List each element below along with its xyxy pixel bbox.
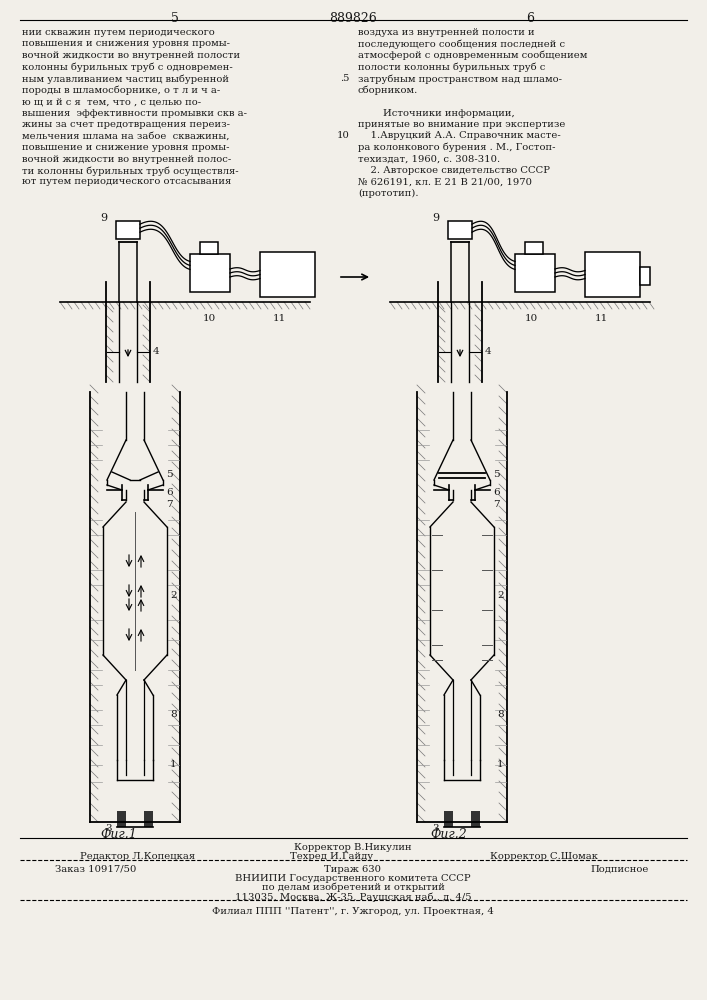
Text: ра колонкового бурения . М., Гостоп-: ра колонкового бурения . М., Гостоп- — [358, 143, 556, 152]
Text: 6: 6 — [493, 488, 500, 497]
Bar — [190, 254, 230, 292]
Text: 8: 8 — [170, 710, 177, 719]
Bar — [515, 254, 555, 292]
Text: ют путем периодического отсасывания: ют путем периодического отсасывания — [22, 178, 231, 186]
Text: 2. Авторское свидетельство СССР: 2. Авторское свидетельство СССР — [358, 166, 550, 175]
Text: Корректор В.Никулин: Корректор В.Никулин — [294, 843, 411, 852]
Bar — [448, 221, 472, 239]
Text: колонны бурильных труб с одновремен-: колонны бурильных труб с одновремен- — [22, 62, 233, 72]
Text: полости колонны бурильных труб с: полости колонны бурильных труб с — [358, 62, 545, 72]
Text: (прототип).: (прототип). — [358, 189, 419, 198]
Text: вочной жидкости во внутренней полости: вочной жидкости во внутренней полости — [22, 51, 240, 60]
Text: ным улавливанием частиц выбуренной: ным улавливанием частиц выбуренной — [22, 74, 229, 84]
Text: Редактор Л.Копецкая: Редактор Л.Копецкая — [80, 852, 195, 861]
Text: 11: 11 — [273, 314, 286, 323]
Bar — [525, 242, 543, 254]
Text: Филиал ППП ''Патент'', г. Ужгород, ул. Проектная, 4: Филиал ППП ''Патент'', г. Ужгород, ул. П… — [212, 907, 494, 916]
Text: 7: 7 — [166, 500, 173, 509]
Text: 9: 9 — [100, 213, 107, 223]
Text: 4: 4 — [153, 347, 160, 356]
Text: 2: 2 — [170, 591, 177, 600]
Text: 10: 10 — [203, 314, 216, 323]
Text: принятые во внимание при экспертизе: принятые во внимание при экспертизе — [358, 120, 566, 129]
Text: ти колонны бурильных труб осуществля-: ти колонны бурильных труб осуществля- — [22, 166, 239, 176]
Bar — [585, 252, 640, 297]
Text: ВНИИПИ Государственного комитета СССР: ВНИИПИ Государственного комитета СССР — [235, 874, 471, 883]
Bar — [144, 811, 153, 827]
Text: Фиг.1: Фиг.1 — [100, 828, 136, 841]
Text: 5: 5 — [171, 12, 179, 25]
Text: мельчения шлама на забое  скважины,: мельчения шлама на забое скважины, — [22, 131, 230, 140]
Text: 113035, Москва, Ж-35, Раушская наб., д. 4/5: 113035, Москва, Ж-35, Раушская наб., д. … — [235, 892, 472, 902]
Text: 3: 3 — [432, 824, 438, 833]
Text: вочной жидкости во внутренней полос-: вочной жидкости во внутренней полос- — [22, 154, 231, 163]
Text: Тираж 630: Тираж 630 — [325, 865, 382, 874]
Text: 10: 10 — [337, 131, 350, 140]
Text: атмосферой с одновременным сообщением: атмосферой с одновременным сообщением — [358, 51, 588, 60]
Text: Источники информации,: Источники информации, — [358, 108, 515, 117]
Text: 11: 11 — [595, 314, 608, 323]
Text: 9: 9 — [432, 213, 439, 223]
Text: нии скважин путем периодического: нии скважин путем периодического — [22, 28, 215, 37]
Text: техиздат, 1960, с. 308-310.: техиздат, 1960, с. 308-310. — [358, 154, 500, 163]
Text: сборником.: сборником. — [358, 86, 419, 95]
Text: 3: 3 — [105, 824, 112, 833]
Text: 1.Авруцкий А.А. Справочник масте-: 1.Авруцкий А.А. Справочник масте- — [358, 131, 561, 140]
Text: № 626191, кл. Е 21 В 21/00, 1970: № 626191, кл. Е 21 В 21/00, 1970 — [358, 178, 532, 186]
Bar — [444, 811, 453, 827]
Text: Фиг.2: Фиг.2 — [430, 828, 467, 841]
Bar — [116, 221, 140, 239]
Text: ю щ и й с я  тем, что , с целью по-: ю щ и й с я тем, что , с целью по- — [22, 97, 201, 106]
Text: 8: 8 — [497, 710, 503, 719]
Text: последующего сообщения последней с: последующего сообщения последней с — [358, 39, 565, 49]
Text: по делам изобретений и открытий: по делам изобретений и открытий — [262, 883, 445, 892]
Text: повышения и снижения уровня промы-: повышения и снижения уровня промы- — [22, 39, 230, 48]
Text: .5: .5 — [341, 74, 350, 83]
Text: Техред И.Гайду: Техред И.Гайду — [290, 852, 373, 861]
Text: вышения  эффективности промывки скв а-: вышения эффективности промывки скв а- — [22, 108, 247, 117]
Text: 1: 1 — [497, 760, 503, 769]
Text: жины за счет предотвращения переиз-: жины за счет предотвращения переиз- — [22, 120, 230, 129]
Text: 889826: 889826 — [329, 12, 377, 25]
Text: Заказ 10917/50: Заказ 10917/50 — [55, 865, 136, 874]
Text: затрубным пространством над шламо-: затрубным пространством над шламо- — [358, 74, 562, 84]
Text: повышение и снижение уровня промы-: повышение и снижение уровня промы- — [22, 143, 230, 152]
Text: Корректор С.Шомак: Корректор С.Шомак — [490, 852, 598, 861]
Text: породы в шламосборнике, о т л и ч а-: породы в шламосборнике, о т л и ч а- — [22, 86, 221, 95]
Text: 6: 6 — [166, 488, 173, 497]
Text: 6: 6 — [526, 12, 534, 25]
Text: воздуха из внутренней полости и: воздуха из внутренней полости и — [358, 28, 534, 37]
Bar — [640, 267, 650, 285]
Text: 2: 2 — [497, 591, 503, 600]
Text: 4: 4 — [485, 347, 491, 356]
Text: 7: 7 — [493, 500, 500, 509]
Bar — [117, 811, 126, 827]
Text: 5: 5 — [166, 470, 173, 479]
Bar — [200, 242, 218, 254]
Text: 10: 10 — [525, 314, 538, 323]
Bar — [260, 252, 315, 297]
Bar — [471, 811, 480, 827]
Text: 1: 1 — [170, 760, 177, 769]
Text: Подписное: Подписное — [590, 865, 648, 874]
Text: 5: 5 — [493, 470, 500, 479]
